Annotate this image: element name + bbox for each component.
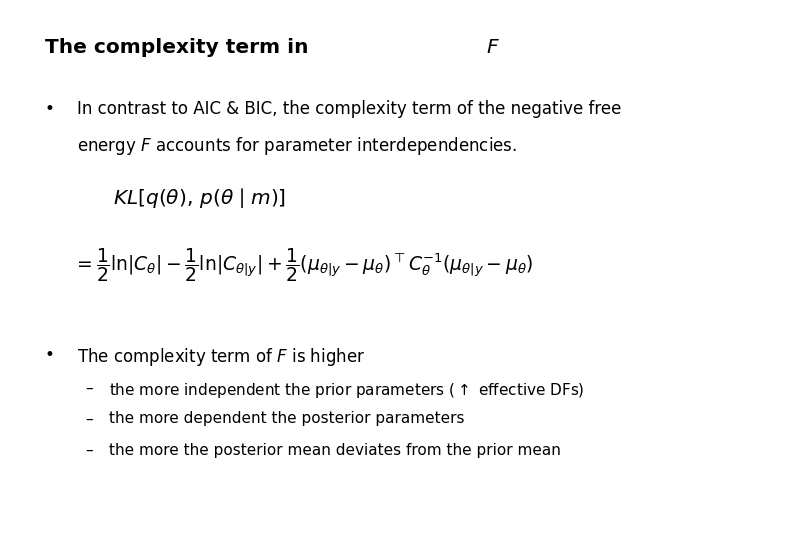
Text: –: – [85,443,92,458]
Text: The complexity term of $\mathit{F}$ is higher: The complexity term of $\mathit{F}$ is h… [77,346,365,368]
Text: •: • [45,346,54,363]
Text: In contrast to AIC & BIC, the complexity term of the negative free: In contrast to AIC & BIC, the complexity… [77,100,621,118]
Text: $\mathit{F}$: $\mathit{F}$ [486,38,500,57]
Text: •: • [45,100,54,118]
Text: the more the posterior mean deviates from the prior mean: the more the posterior mean deviates fro… [109,443,561,458]
Text: –: – [85,411,92,427]
Text: the more independent the prior parameters ($\uparrow$ effective DFs): the more independent the prior parameter… [109,381,585,400]
Text: $KL\left[q(\theta),\, p(\theta\mid m)\right]$: $KL\left[q(\theta),\, p(\theta\mid m)\ri… [113,186,287,210]
Text: –: – [85,381,92,396]
Text: $=\dfrac{1}{2}\ln|C_{\theta}|-\dfrac{1}{2}\ln|C_{\theta|y}|+\dfrac{1}{2}(\mu_{\t: $=\dfrac{1}{2}\ln|C_{\theta}|-\dfrac{1}{… [73,246,534,284]
Text: the more dependent the posterior parameters: the more dependent the posterior paramet… [109,411,465,427]
Text: energy $\mathit{F}$ accounts for parameter interdependencies.: energy $\mathit{F}$ accounts for paramet… [77,135,517,157]
Text: The complexity term in: The complexity term in [45,38,315,57]
